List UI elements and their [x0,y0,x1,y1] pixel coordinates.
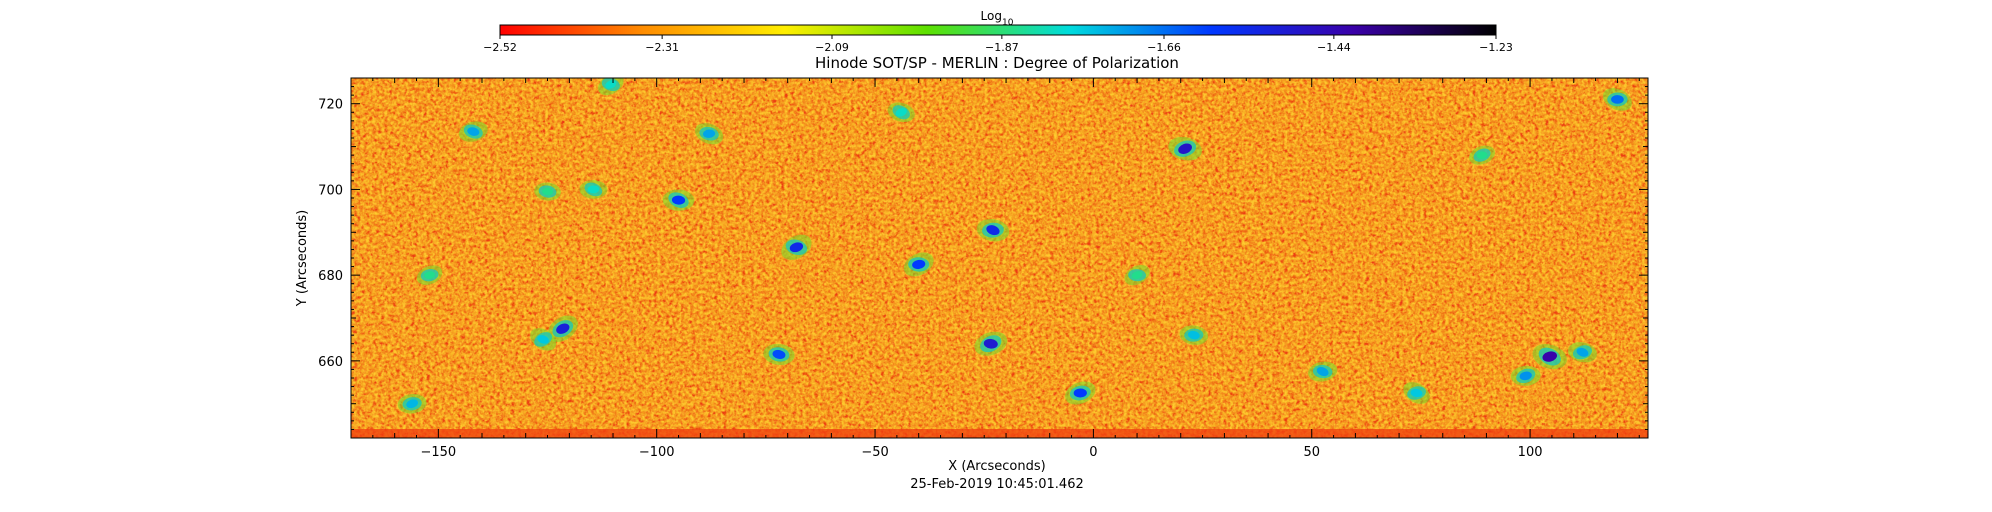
x-tick-label: 0 [1089,445,1097,460]
colorbar-tick-label: −2.09 [815,41,849,54]
y-tick-label: 700 [318,183,343,198]
bottom-edge-band [351,429,1648,438]
polarization-feature [1179,325,1209,345]
polarization-feature [1510,365,1541,386]
chart-title: Hinode SOT/SP - MERLIN : Degree of Polar… [815,54,1179,72]
polarization-feature [887,102,915,123]
polarization-features [397,78,1632,414]
colorbar-tick-label: −1.66 [1147,41,1181,54]
plot-area [351,78,1648,438]
y-axis-label: Y (Arcseconds) [295,210,310,307]
polarization-feature [1308,361,1338,382]
polarization-feature [458,121,488,142]
colorbar-label-subscript: 10 [1002,18,1014,28]
polarization-feature [662,189,695,211]
polarization-feature [1168,136,1202,161]
polarization-feature [1602,88,1632,111]
colorbar-tick-label: −1.44 [1317,41,1351,54]
polarization-feature [530,328,557,351]
polarization-feature [1124,265,1150,286]
x-tick-label: 100 [1518,445,1543,460]
polarization-feature [974,331,1008,356]
colorbar-label-text: Log [981,9,1002,23]
colorbar-tick-label: −1.23 [1479,41,1513,54]
x-tick-label: −100 [639,445,675,460]
y-axis: 660 680 700 720 [318,77,1648,439]
polarization-feature [397,393,427,414]
y-tick-label: 660 [318,355,343,370]
observation-timestamp: 25-Feb-2019 10:45:01.462 [910,477,1084,492]
polarization-feature [547,315,578,342]
x-axis-label: X (Arcseconds) [948,459,1045,474]
polarization-feature [579,180,608,199]
colorbar-tick-label: −2.31 [645,41,679,54]
colorbar-label: Log10 [981,9,1014,28]
colorbar-ticks: −2.52 −2.31 −2.09 −1.87 −1.66 −1.44 −1.23 [483,35,1513,54]
colorbar-gradient [499,24,1497,36]
polarization-feature [1065,381,1096,405]
polarization-feature [781,234,812,260]
polarization-feature [763,343,795,365]
x-axis: −150 −100 −50 0 50 100 [350,78,1640,460]
polarization-feature [416,265,443,285]
colorbar-tick-label: −1.87 [985,41,1019,54]
x-tick-label: −150 [420,445,456,460]
y-tick-label: 680 [318,269,343,284]
polarization-feature [598,78,624,96]
polarization-feature [1568,342,1597,363]
x-tick-label: −50 [861,445,888,460]
polarization-feature [1403,382,1430,404]
polarization-feature [534,182,561,201]
colorbar: Log10 −2.52 −2.31 −2.09 −1.87 −1.66 −1.44 −1.2… [483,9,1513,54]
polarization-feature [1469,145,1495,165]
polarization-feature [903,252,934,277]
colorbar-tick-label: −2.52 [483,41,517,54]
polarization-feature [976,218,1010,242]
y-tick-label: 720 [318,98,343,113]
polarization-map-background [351,78,1648,438]
polarization-feature [1532,344,1567,370]
x-tick-label: 50 [1303,445,1320,460]
polarization-feature [694,123,724,145]
